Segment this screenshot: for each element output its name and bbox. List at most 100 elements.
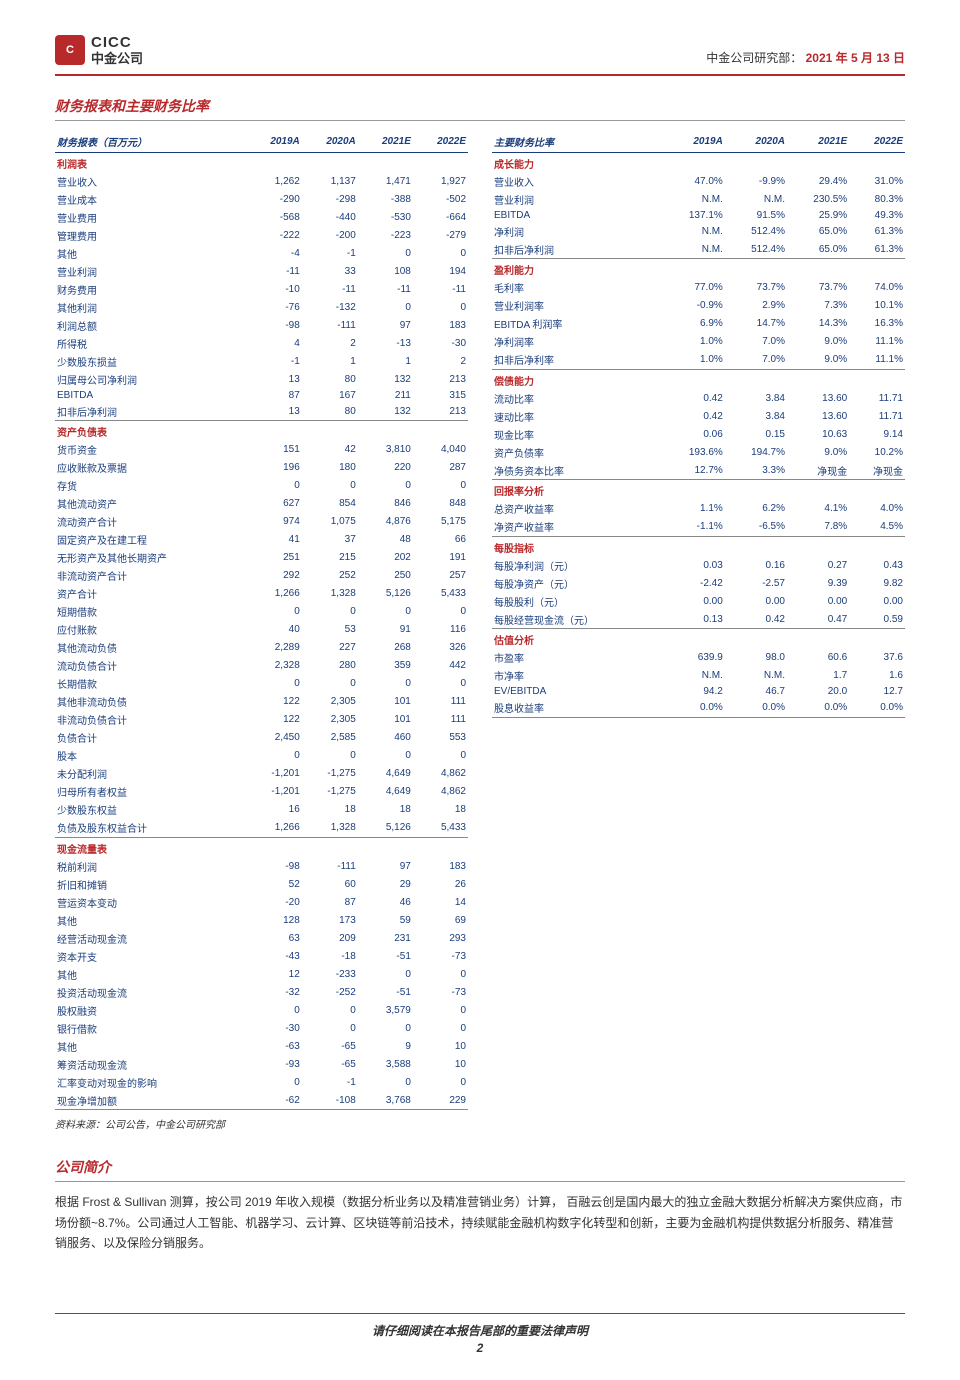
cell: -11 xyxy=(302,280,358,298)
col-header: 2022E xyxy=(849,131,905,153)
cell: 0.43 xyxy=(849,556,905,574)
cell: 1,266 xyxy=(246,585,302,603)
cell: 77.0% xyxy=(663,279,725,297)
cell: 9.0% xyxy=(787,351,849,370)
table-row: EBITDA137.1%91.5%25.9%49.3% xyxy=(492,208,905,222)
table-row: 每股股利（元）0.000.000.000.00 xyxy=(492,592,905,610)
cell: 65.0% xyxy=(787,240,849,259)
cell: 0.0% xyxy=(849,699,905,718)
cell: 流动负债合计 xyxy=(55,657,246,675)
cell: 负债及股东权益合计 xyxy=(55,819,246,838)
cell: 49.3% xyxy=(849,208,905,222)
cell: 87 xyxy=(302,893,358,911)
cell: 0 xyxy=(246,747,302,765)
cell: 53 xyxy=(302,621,358,639)
table-row: 货币资金151423,8104,040 xyxy=(55,441,468,459)
cell: 0.42 xyxy=(663,389,725,407)
cell: -4 xyxy=(246,244,302,262)
cell: 202 xyxy=(358,549,413,567)
right-col: 主要财务比率2019A2020A2021E2022E 成长能力营业收入47.0%… xyxy=(492,131,905,1111)
cell: -2.42 xyxy=(663,574,725,592)
cell: 0 xyxy=(413,747,468,765)
table-row: 其他-4-100 xyxy=(55,244,468,262)
cell: 193.6% xyxy=(663,443,725,461)
cell: -6.5% xyxy=(725,518,787,537)
cell: 10 xyxy=(413,1055,468,1073)
cell: 4,649 xyxy=(358,765,413,783)
cell: -98 xyxy=(246,857,302,875)
cell: N.M. xyxy=(663,240,725,259)
cell: 213 xyxy=(413,370,468,388)
cell: 负债合计 xyxy=(55,729,246,747)
cell: 9.14 xyxy=(849,425,905,443)
cell: -388 xyxy=(358,190,413,208)
cell: 0 xyxy=(358,965,413,983)
table-row: 应收账款及票据196180220287 xyxy=(55,459,468,477)
table-row: EBITDA87167211315 xyxy=(55,388,468,402)
cell: -568 xyxy=(246,208,302,226)
category-row: 资产负债表 xyxy=(55,421,468,441)
cell: 其他 xyxy=(55,1037,246,1055)
cell: 73.7% xyxy=(787,279,849,297)
cell: 0 xyxy=(358,675,413,693)
cell: 1 xyxy=(358,352,413,370)
cell: 108 xyxy=(358,262,413,280)
cell: 未分配利润 xyxy=(55,765,246,783)
cell: 应收账款及票据 xyxy=(55,459,246,477)
cell: 1,471 xyxy=(358,172,413,190)
table-row: 市净率N.M.N.M.1.71.6 xyxy=(492,667,905,685)
cell: 183 xyxy=(413,857,468,875)
cell: 0 xyxy=(358,747,413,765)
cell: 80 xyxy=(302,370,358,388)
cell: 42 xyxy=(302,441,358,459)
cell: N.M. xyxy=(663,222,725,240)
cell: 总资产收益率 xyxy=(492,500,663,518)
cell: -32 xyxy=(246,983,302,1001)
cell: -1 xyxy=(302,1073,358,1091)
cell: -2.57 xyxy=(725,574,787,592)
cell: 折旧和摊销 xyxy=(55,875,246,893)
table-row: 资产合计1,2661,3285,1265,433 xyxy=(55,585,468,603)
table-row: 汇率变动对现金的影响0-100 xyxy=(55,1073,468,1091)
cell: 31.0% xyxy=(849,172,905,190)
cell: 315 xyxy=(413,388,468,402)
cell: 211 xyxy=(358,388,413,402)
cell: -252 xyxy=(302,983,358,1001)
table-header-row: 财务报表（百万元）2019A2020A2021E2022E xyxy=(55,131,468,153)
cell: EV/EBITDA xyxy=(492,685,663,699)
cell: 194 xyxy=(413,262,468,280)
cell: -1.1% xyxy=(663,518,725,537)
table-row: 毛利率77.0%73.7%73.7%74.0% xyxy=(492,279,905,297)
financial-ratios-table: 主要财务比率2019A2020A2021E2022E 成长能力营业收入47.0%… xyxy=(492,131,905,718)
cell: 292 xyxy=(246,567,302,585)
cell: -222 xyxy=(246,226,302,244)
cell: 0 xyxy=(302,675,358,693)
table-row: 总资产收益率1.1%6.2%4.1%4.0% xyxy=(492,500,905,518)
cell: 12.7% xyxy=(663,461,725,480)
cell: 287 xyxy=(413,459,468,477)
cell: 231 xyxy=(358,929,413,947)
cell: -530 xyxy=(358,208,413,226)
cell: 0 xyxy=(413,965,468,983)
cell: 14.3% xyxy=(787,315,849,333)
cell: -1,201 xyxy=(246,765,302,783)
category-row: 估值分析 xyxy=(492,629,905,649)
cell: 资产负债率 xyxy=(492,443,663,461)
cell: 0.00 xyxy=(725,592,787,610)
cell: -73 xyxy=(413,947,468,965)
cell: 0.42 xyxy=(725,610,787,629)
table-row: 市盈率639.998.060.637.6 xyxy=(492,649,905,667)
cell: 61.3% xyxy=(849,240,905,259)
table-row: 长期借款0000 xyxy=(55,675,468,693)
cell: 5,433 xyxy=(413,819,468,838)
cell: -20 xyxy=(246,893,302,911)
cell: 61.3% xyxy=(849,222,905,240)
table-row: 其他利润-76-13200 xyxy=(55,298,468,316)
cell: N.M. xyxy=(725,190,787,208)
cell: 2,305 xyxy=(302,711,358,729)
table-row: 负债及股东权益合计1,2661,3285,1265,433 xyxy=(55,819,468,838)
cell: 0 xyxy=(413,1073,468,1091)
category-row: 现金流量表 xyxy=(55,837,468,857)
cell: 229 xyxy=(413,1091,468,1110)
col-header: 2019A xyxy=(246,131,302,153)
